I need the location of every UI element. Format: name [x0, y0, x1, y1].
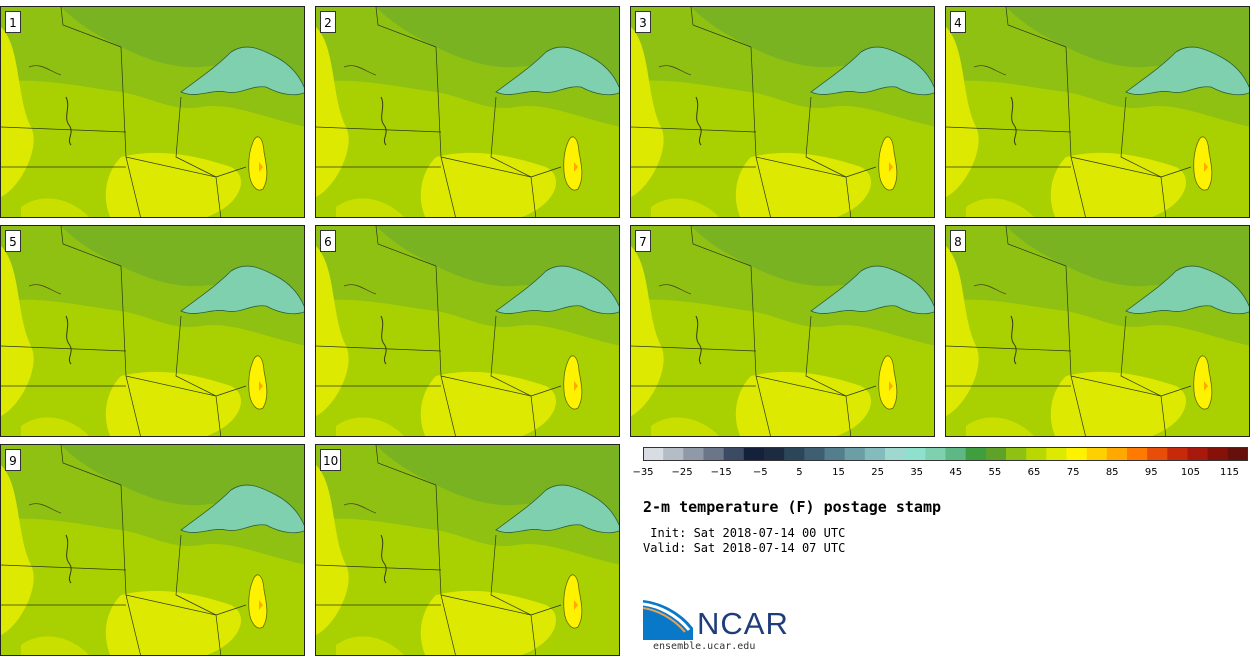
stamp-number: 2 [320, 11, 336, 33]
chart-title: 2-m temperature (F) postage stamp [643, 498, 942, 516]
stamp-number: 8 [950, 230, 966, 252]
stamp-panel-4: 4 [945, 6, 1250, 218]
stamp-panel-7: 7 [630, 225, 935, 437]
colorbar-cell [1127, 447, 1148, 461]
colorbar-tick-label: −15 [710, 467, 732, 478]
colorbar-tick-label: 65 [1027, 467, 1041, 478]
temperature-map [1, 445, 304, 655]
colorbar-cell [1066, 447, 1088, 461]
colorbar-tick-label: 15 [832, 467, 845, 478]
colorbar-cell [1207, 447, 1229, 461]
colorbar-cell [1046, 447, 1067, 461]
colorbar-cell [905, 447, 926, 461]
colorbar-cell [1106, 447, 1128, 461]
colorbar-cell [1187, 447, 1209, 461]
stamp-number: 7 [635, 230, 651, 252]
stamp-panel-2: 2 [315, 6, 620, 218]
stamp-number: 4 [950, 11, 966, 33]
temperature-map [316, 7, 619, 217]
colorbar-cell [925, 447, 946, 461]
colorbar-tick-label: −25 [671, 467, 693, 478]
stamp-panel-1: 1 [0, 6, 305, 218]
colorbar-cell [1227, 447, 1248, 461]
temperature-map [1, 7, 304, 217]
stamp-number: 10 [320, 449, 342, 471]
temperature-map [631, 7, 934, 217]
colorbar-labels: −35 −25 −15 −5 5 15 25 35 45 55 65 75 85 95 105 115 [632, 467, 1258, 481]
temperature-map [1, 226, 304, 436]
colorbar-cell [824, 447, 846, 461]
colorbar-cell [764, 447, 785, 461]
colorbar-cell [844, 447, 866, 461]
colorbar-cell [1167, 447, 1188, 461]
temperature-map [946, 226, 1249, 436]
temperature-map [316, 226, 619, 436]
ncar-logo-icon [643, 600, 693, 640]
stamp-number: 1 [5, 11, 21, 33]
colorbar-cell [743, 447, 765, 461]
colorbar-frame [643, 447, 1248, 461]
colorbar-cell [1147, 447, 1168, 461]
colorbar-cell [643, 447, 664, 461]
colorbar-cell [683, 447, 704, 461]
stamp-panel-5: 5 [0, 225, 305, 437]
stamp-number: 6 [320, 230, 336, 252]
stamp-number: 5 [5, 230, 21, 252]
colorbar-tick-label: 35 [910, 467, 924, 478]
colorbar-cell [1006, 447, 1027, 461]
colorbar-cell [965, 447, 987, 461]
colorbar-tick-label: −35 [632, 467, 654, 478]
colorbar-cell [663, 447, 684, 461]
colorbar-cell [784, 447, 805, 461]
colorbar-tick-label: 105 [1180, 467, 1200, 478]
temperature-map [631, 226, 934, 436]
ncar-logo-text: NCAR [697, 606, 789, 641]
stamp-panel-9: 9 [0, 444, 305, 656]
colorbar-tick-label: −5 [752, 467, 768, 478]
stamp-panel-8: 8 [945, 225, 1250, 437]
colorbar-cell [1086, 447, 1108, 461]
colorbar-tick-label: 25 [871, 467, 884, 478]
colorbar-tick-label: 75 [1066, 467, 1080, 478]
colorbar-tick-label: 55 [988, 467, 1002, 478]
stamp-panel-10: 10 [315, 444, 620, 656]
colorbar [643, 447, 1248, 461]
colorbar-tick-label: 85 [1105, 467, 1119, 478]
stamp-panel-3: 3 [630, 6, 935, 218]
stamp-number: 3 [635, 11, 651, 33]
valid-time: Valid: Sat 2018-07-14 07 UTC [643, 541, 846, 555]
colorbar-cell [985, 447, 1007, 461]
colorbar-cell [804, 447, 825, 461]
init-time: Init: Sat 2018-07-14 00 UTC [643, 526, 846, 540]
stamp-number: 9 [5, 449, 21, 471]
colorbar-cell [864, 447, 886, 461]
colorbar-tick-label: 115 [1219, 467, 1240, 478]
colorbar-cell [945, 447, 967, 461]
temperature-map [316, 445, 619, 655]
colorbar-cell [885, 447, 906, 461]
colorbar-cell [703, 447, 725, 461]
colorbar-tick-label: 5 [796, 467, 803, 478]
temperature-map [946, 7, 1249, 217]
colorbar-tick-label: 45 [949, 467, 963, 478]
colorbar-tick-label: 95 [1144, 467, 1158, 478]
colorbar-cell [1026, 447, 1047, 461]
ncar-url: ensemble.ucar.edu [653, 641, 756, 652]
colorbar-cell [723, 447, 745, 461]
stamp-panel-6: 6 [315, 225, 620, 437]
